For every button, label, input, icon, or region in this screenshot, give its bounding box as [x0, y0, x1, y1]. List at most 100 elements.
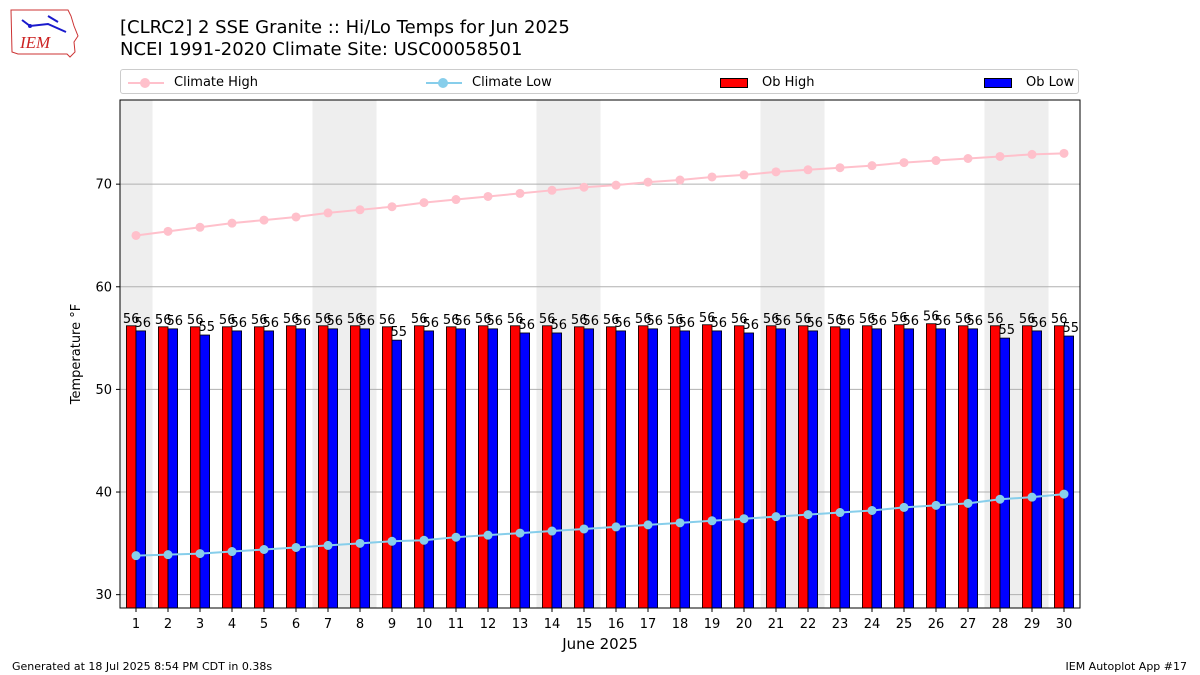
- ob-low-data-label: 56: [519, 318, 536, 333]
- ob-high-data-label: 56: [443, 313, 460, 328]
- ob-high-data-label: 56: [827, 313, 844, 328]
- x-tick-label: 21: [768, 617, 785, 632]
- svg-text:IEM: IEM: [19, 33, 51, 52]
- ob-low-bar: [839, 328, 851, 609]
- ob-low-data-label: 56: [455, 314, 472, 329]
- climate-high-point: [547, 185, 557, 195]
- ob-high-data-label: 56: [1019, 312, 1036, 327]
- ob-high-data-label: 56: [123, 312, 140, 327]
- climate-high-point: [643, 177, 653, 187]
- climate-low-point: [803, 510, 813, 520]
- ob-high-bar: [253, 326, 265, 609]
- legend-label-climate-low: Climate Low: [472, 75, 552, 90]
- ob-low-bar: [487, 328, 499, 609]
- climate-high-point: [995, 151, 1005, 161]
- chart-title-line1: [CLRC2] 2 SSE Granite :: Hi/Lo Temps for…: [120, 17, 570, 38]
- x-tick-label: 9: [388, 617, 396, 632]
- climate-high-point: [931, 156, 941, 166]
- climate-high-point: [355, 205, 365, 215]
- x-tick-label: 8: [356, 617, 364, 632]
- ob-low-bar: [647, 328, 659, 609]
- ob-low-data-label: 56: [935, 314, 952, 329]
- ob-low-data-label: 56: [615, 316, 632, 331]
- y-tick-label: 50: [95, 383, 112, 398]
- ob-low-bar: [775, 328, 787, 609]
- ob-high-data-label: 56: [603, 313, 620, 328]
- ob-low-data-label: 56: [551, 318, 568, 333]
- climate-low-point: [771, 512, 781, 522]
- climate-high-point: [803, 165, 813, 175]
- ob-high-data-label: 56: [219, 313, 236, 328]
- footer-generated: Generated at 18 Jul 2025 8:54 PM CDT in …: [12, 660, 273, 673]
- ob-low-bar: [583, 328, 595, 609]
- x-tick-label: 19: [704, 617, 721, 632]
- legend-item-climate-low: Climate Low: [424, 70, 552, 95]
- iem-logo: IEM: [10, 9, 79, 58]
- ob-high-data-label: 56: [699, 311, 716, 326]
- ob-low-bar: [1063, 335, 1075, 609]
- ob-low-bar: [679, 330, 691, 609]
- ob-high-bar: [349, 325, 361, 609]
- x-tick-label: 6: [292, 617, 300, 632]
- climate-low-point: [323, 540, 333, 550]
- x-tick-label: 12: [480, 617, 497, 632]
- x-tick-label: 29: [1024, 617, 1041, 632]
- x-tick-label: 1: [132, 617, 140, 632]
- ob-low-data-label: 56: [903, 314, 920, 329]
- ob-low-data-label: 56: [711, 316, 728, 331]
- y-tick-label: 70: [95, 178, 112, 193]
- chart-title-line2: NCEI 1991-2020 Climate Site: USC00058501: [120, 39, 523, 60]
- ob-high-data-label: 56: [475, 312, 492, 327]
- x-tick-label: 20: [736, 617, 753, 632]
- ob-low-bar: [903, 328, 915, 609]
- ob-high-data-label: 56: [315, 312, 332, 327]
- x-tick-label: 15: [576, 617, 593, 632]
- ob-low-data-label: 56: [359, 314, 376, 329]
- ob-high-bar: [413, 325, 425, 609]
- climate-low-point: [355, 538, 365, 548]
- climate-low-point: [451, 532, 461, 542]
- ob-high-bar: [285, 325, 297, 609]
- climate-low-point: [483, 530, 493, 540]
- ob-high-bar: [702, 324, 713, 609]
- ob-low-bar: [711, 330, 723, 609]
- ob-low-data-label: 56: [647, 314, 664, 329]
- x-tick-label: 30: [1056, 617, 1073, 632]
- climate-low-line: [135, 493, 1065, 557]
- ob-high-bar: [830, 326, 841, 609]
- climate-high-point: [579, 182, 589, 192]
- ob-low-data-label: 56: [839, 314, 856, 329]
- ob-high-data-label: 56: [1051, 312, 1068, 327]
- climate-high-point: [1059, 148, 1069, 158]
- ob-high-data-label: 56: [987, 312, 1004, 327]
- y-axis-label: Temperature °F: [69, 304, 84, 405]
- ob-high-bar-icon: [714, 76, 754, 90]
- x-tick-label: 3: [196, 617, 204, 632]
- ob-low-data-label: 56: [135, 316, 152, 331]
- climate-low-point: [131, 551, 141, 561]
- ob-high-bar: [445, 326, 457, 609]
- ob-high-bar: [798, 325, 809, 609]
- ob-low-data-label: 55: [199, 320, 216, 335]
- ob-low-bar: [807, 330, 819, 609]
- ob-low-data-label: 56: [807, 316, 824, 331]
- ob-high-bar: [157, 326, 169, 609]
- climate-high-point: [195, 222, 205, 232]
- climate-high-line: [135, 152, 1065, 237]
- climate-high-point: [323, 208, 333, 218]
- ob-high-bar: [734, 325, 745, 609]
- x-tick-label: 28: [992, 617, 1009, 632]
- x-tick-label: 22: [800, 617, 817, 632]
- ob-low-data-label: 56: [295, 314, 312, 329]
- ob-high-bar: [381, 326, 393, 609]
- climate-low-point: [611, 522, 621, 532]
- climate-low-point: [867, 506, 877, 516]
- ob-low-bar: [295, 328, 307, 609]
- x-axis-label: June 2025: [561, 635, 638, 653]
- ob-high-bar: [477, 325, 489, 609]
- legend-item-ob-high: Ob High: [714, 70, 815, 95]
- ob-low-data-label: 56: [231, 316, 248, 331]
- ob-low-data-label: 56: [327, 314, 344, 329]
- ob-high-bar: [1054, 325, 1065, 609]
